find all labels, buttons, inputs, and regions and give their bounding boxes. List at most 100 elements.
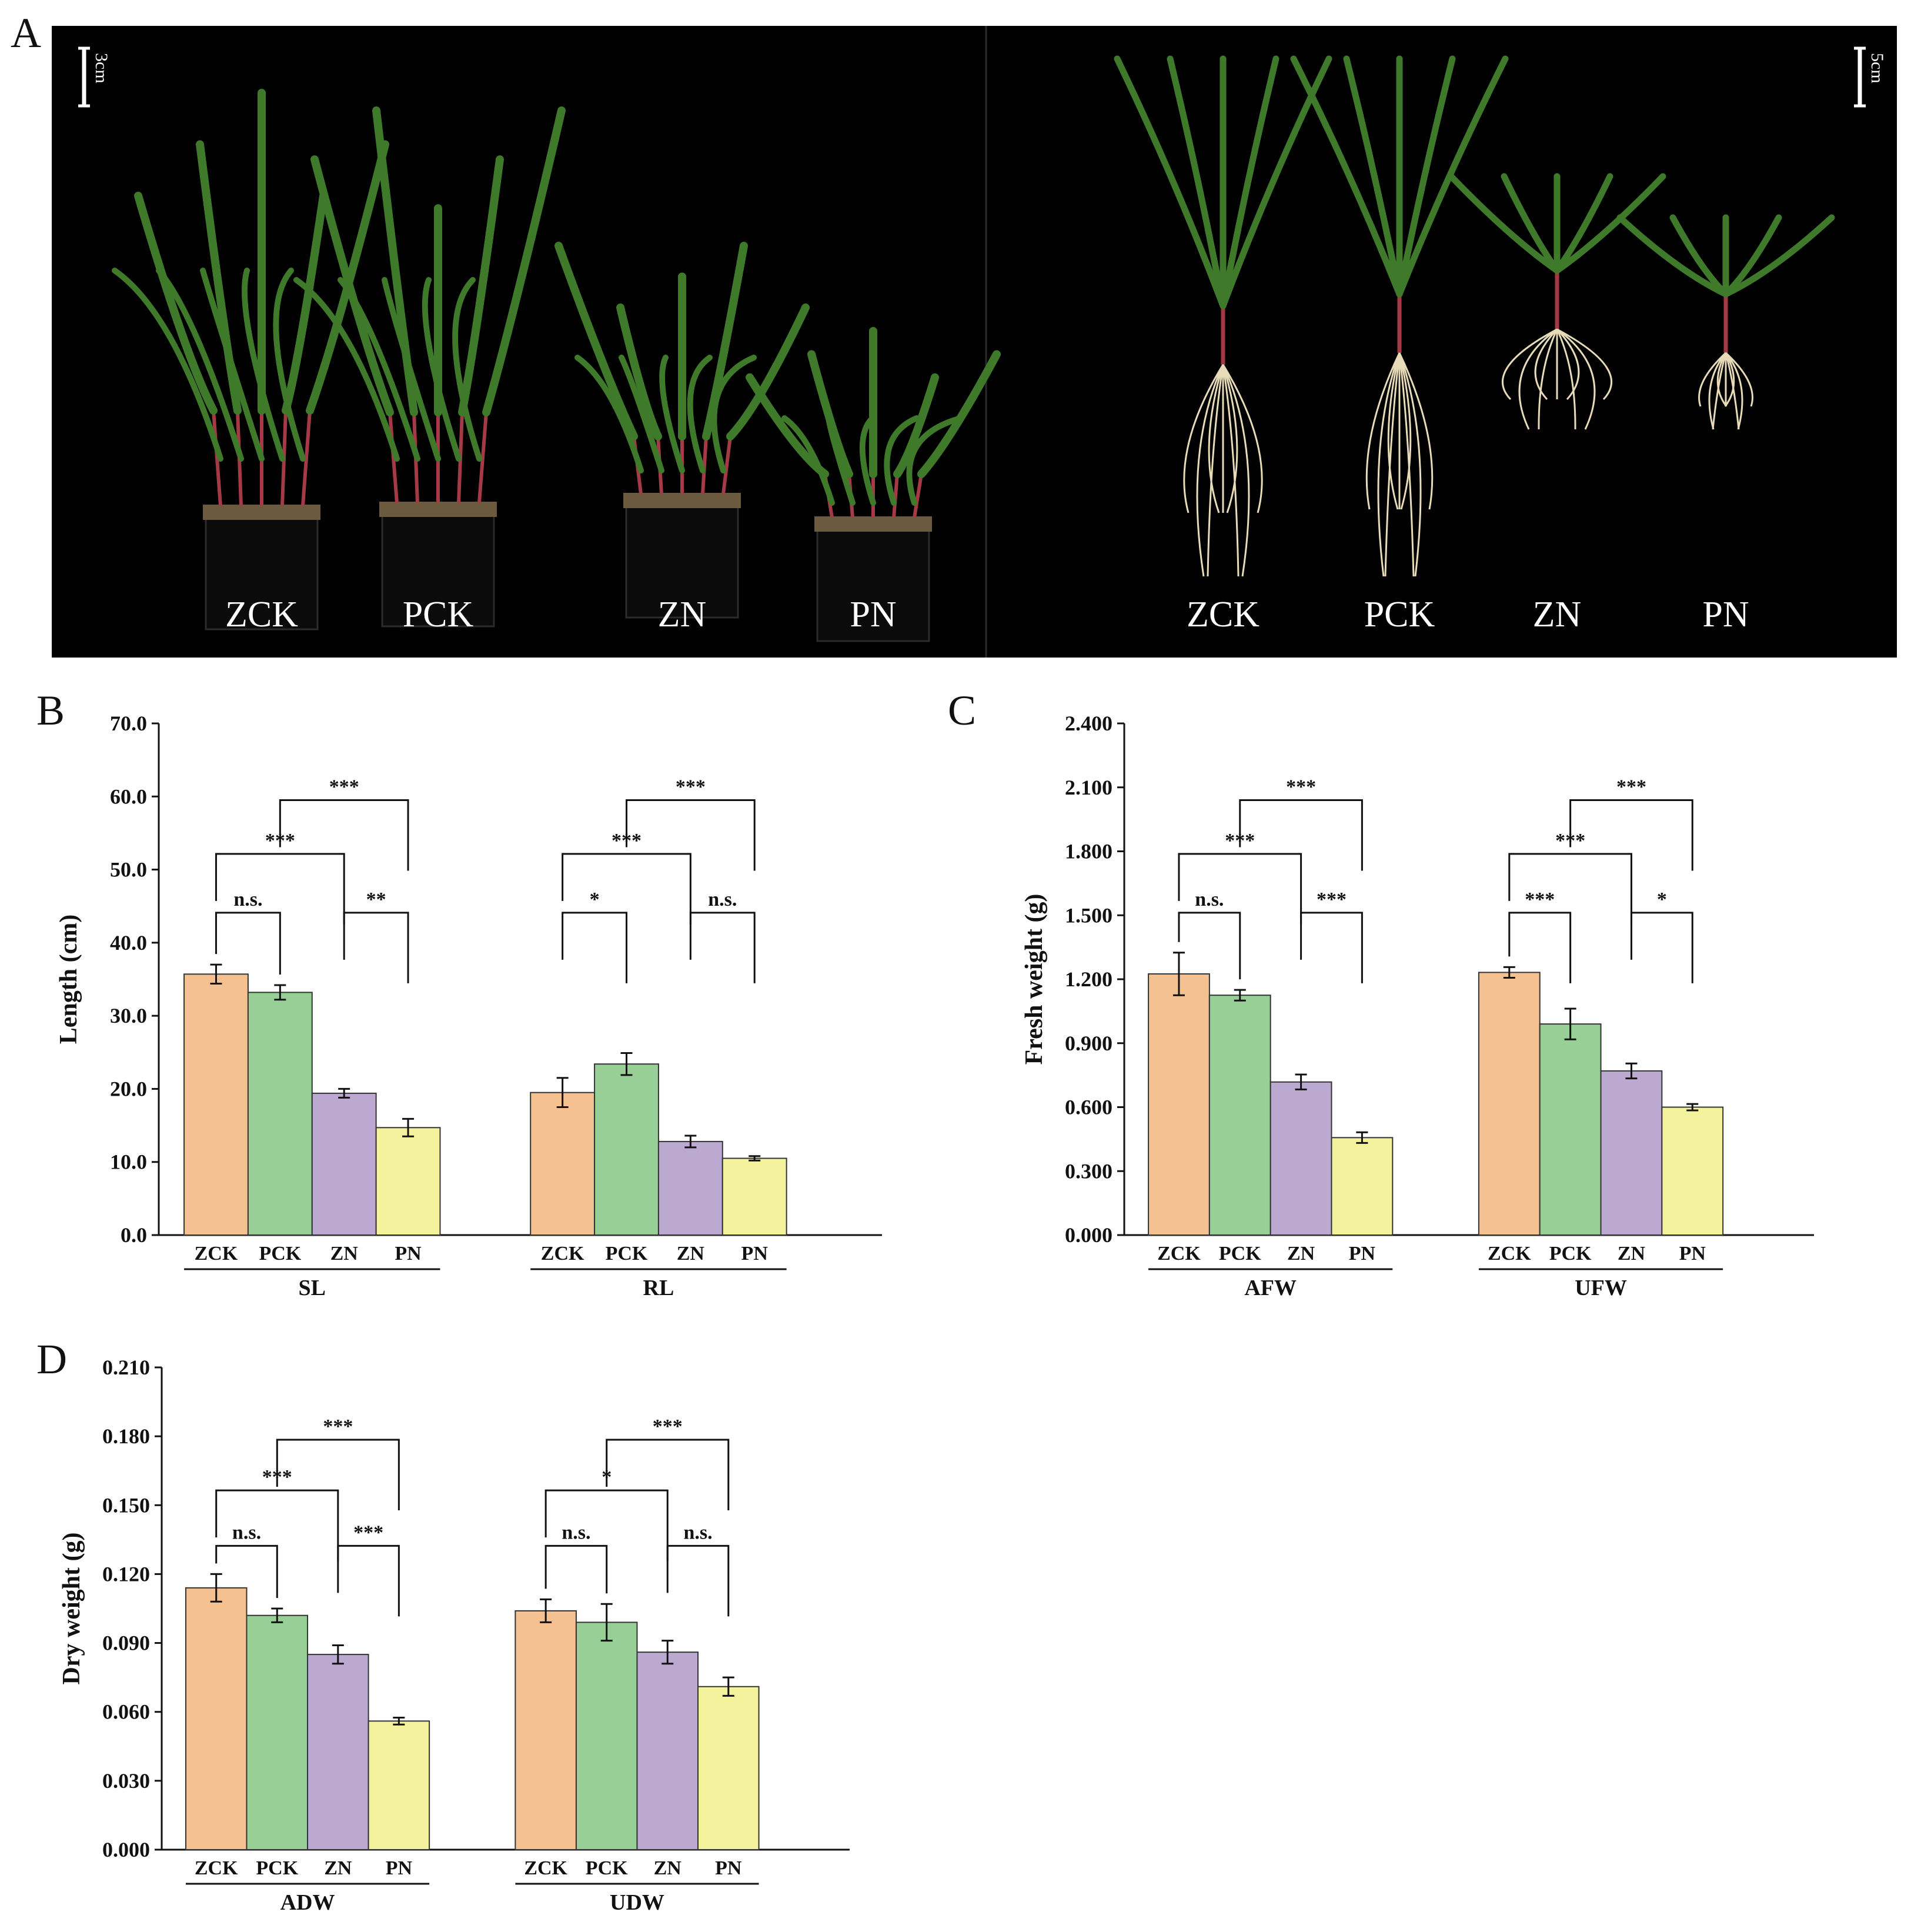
pot xyxy=(381,513,495,628)
y-tick-label: 70.0 xyxy=(110,712,147,735)
y-tick-label: 0.000 xyxy=(1065,1223,1112,1247)
leaf xyxy=(1167,55,1227,309)
stem xyxy=(477,412,488,503)
significance-bracket xyxy=(215,912,281,975)
significance-bracket xyxy=(1239,799,1363,871)
significance-bracket xyxy=(689,912,756,983)
leaf xyxy=(306,140,389,415)
group-label: SL xyxy=(299,1276,326,1300)
y-tick-label: 1.800 xyxy=(1065,840,1112,863)
y-tick-label: 0.060 xyxy=(102,1700,150,1724)
bar xyxy=(1478,972,1541,1236)
x-tick-label: ZCK xyxy=(541,1243,584,1264)
significance-label: *** xyxy=(329,776,359,798)
x-tick-label: ZCK xyxy=(195,1243,238,1264)
significance-bracket xyxy=(544,1544,608,1594)
significance-bracket xyxy=(343,912,409,983)
photo-right-background xyxy=(987,26,1897,658)
x-tick-label: PN xyxy=(395,1243,422,1264)
bar xyxy=(697,1686,760,1851)
significance-bracket xyxy=(544,1489,669,1561)
x-tick-label: PCK xyxy=(606,1243,648,1264)
uprooted-plant xyxy=(1616,214,1835,430)
bar xyxy=(375,1127,441,1236)
significance-bracket xyxy=(215,853,345,925)
root xyxy=(1712,352,1727,430)
bar xyxy=(311,1092,377,1236)
group-label: RL xyxy=(643,1276,674,1300)
chart-dry-weight: 0.000 0.030 0.060 0.090 0.120 0.150 0.180 0.210… xyxy=(58,1356,850,1915)
significance-label: n.s. xyxy=(683,1521,712,1543)
significance-bracket xyxy=(562,912,627,983)
root xyxy=(1398,352,1412,510)
leaf xyxy=(422,277,462,462)
significance-bracket xyxy=(279,799,409,871)
bar xyxy=(1539,1023,1602,1236)
soil xyxy=(203,505,320,520)
x-tick-label: ZCK xyxy=(1157,1243,1201,1264)
scale-bar-right: 5cm xyxy=(1854,46,1887,108)
x-tick-label: PN xyxy=(1679,1243,1706,1264)
x-tick-label: PCK xyxy=(586,1857,628,1879)
y-tick-label: 10.0 xyxy=(110,1150,147,1174)
pot xyxy=(205,516,319,630)
leaf xyxy=(242,268,285,462)
photo-label-right-pck: PCK xyxy=(1364,595,1435,635)
y-axis-label: Dry weight (g) xyxy=(58,1533,85,1685)
root xyxy=(1698,352,1727,407)
soil xyxy=(814,516,932,532)
y-axis-label: Fresh weight (g) xyxy=(1021,894,1048,1065)
root xyxy=(1538,329,1558,430)
significance-label: n.s. xyxy=(232,1521,261,1543)
bar xyxy=(1331,1137,1394,1236)
y-tick-label: 50.0 xyxy=(110,858,147,882)
y-tick-label: 0.120 xyxy=(102,1562,150,1586)
photo-label-right-pn: PN xyxy=(1702,595,1749,635)
x-tick-label: PCK xyxy=(1219,1243,1261,1264)
root xyxy=(1556,328,1596,430)
significance-bracket xyxy=(1178,853,1302,925)
leaf xyxy=(293,277,400,462)
pot xyxy=(816,528,930,642)
stem xyxy=(301,410,312,506)
significance-label: *** xyxy=(353,1521,383,1543)
significance-label: * xyxy=(1657,889,1667,910)
x-tick-label: ZN xyxy=(677,1243,705,1264)
root xyxy=(1183,364,1224,513)
soil xyxy=(379,502,497,517)
leaf xyxy=(112,268,223,462)
bar xyxy=(368,1720,430,1850)
root xyxy=(1377,352,1401,577)
root xyxy=(1556,329,1576,430)
photo-label-left-pck: PCK xyxy=(403,595,474,635)
root xyxy=(1398,352,1434,510)
photo-label-left-pn: PN xyxy=(850,595,896,635)
scale-bar-left: 3cm xyxy=(78,46,111,108)
leaf xyxy=(859,415,876,506)
x-tick-label: PN xyxy=(741,1243,769,1264)
potted-plants xyxy=(112,89,1001,642)
significance-bracket xyxy=(626,799,756,871)
root xyxy=(1716,352,1728,407)
chart-fresh-weight: 0.000 0.300 0.600 0.900 1.200 1.500 1.800 2.100… xyxy=(1021,712,1814,1300)
significance-bracket xyxy=(1508,853,1632,925)
bar xyxy=(247,992,313,1236)
significance-bracket xyxy=(1569,799,1693,871)
panel-label-d: D xyxy=(36,1336,67,1383)
leaf xyxy=(310,155,394,416)
significance-label: n.s. xyxy=(233,889,262,910)
bar xyxy=(183,973,249,1236)
root xyxy=(1384,352,1401,577)
root xyxy=(1207,364,1224,577)
significance-label: * xyxy=(590,889,600,910)
leaf xyxy=(196,140,242,415)
y-tick-label: 0.030 xyxy=(102,1769,150,1793)
leaf xyxy=(1669,214,1729,298)
x-tick-label: ZCK xyxy=(195,1857,238,1879)
photo-label-right-zn: ZN xyxy=(1533,595,1582,635)
leaf xyxy=(482,106,566,416)
root xyxy=(1222,364,1240,577)
significance-label: n.s. xyxy=(708,889,737,910)
root xyxy=(1724,352,1735,407)
